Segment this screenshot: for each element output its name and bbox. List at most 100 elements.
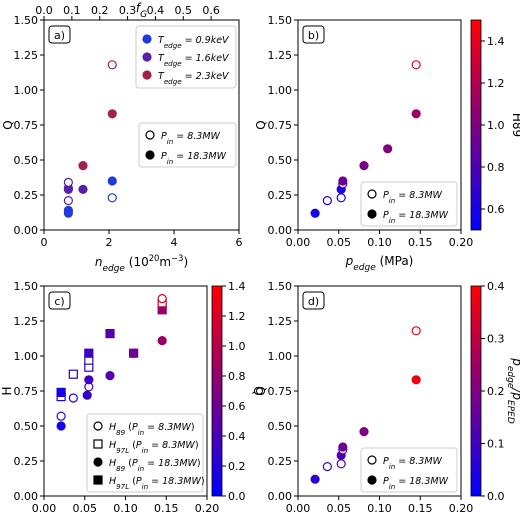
x-tick-label: 0.00	[286, 236, 311, 249]
data-point	[322, 462, 332, 472]
data-point	[338, 176, 348, 186]
colorbar-tick-label: 0.2	[228, 460, 246, 473]
y-tick-label: 0.75	[268, 119, 293, 132]
y-tick-label: 1.25	[268, 49, 293, 62]
data-point	[157, 336, 167, 346]
data-point	[68, 369, 78, 379]
colorbar-tick-label: 0.6	[228, 400, 246, 413]
y-axis-label: Q	[254, 386, 268, 395]
data-point	[359, 427, 369, 437]
y-tick-label: 1.50	[268, 14, 293, 27]
y-tick-label: 0.25	[268, 455, 293, 468]
data-point	[411, 109, 421, 119]
data-point	[56, 411, 66, 421]
data-point	[336, 193, 346, 203]
data-point	[63, 205, 73, 215]
y-tick-label: 1.50	[14, 14, 39, 27]
y-tick-label: 0.00	[268, 490, 293, 503]
panel-d: 0.00 0.05 0.10 0.15 0.20 0.00 0.25 0.50 0.75 1.00…	[254, 280, 520, 515]
colorbar-tick-label: 0.8	[487, 161, 505, 174]
data-point	[383, 144, 393, 154]
data-point	[322, 196, 332, 206]
panel-tag-box	[302, 25, 325, 44]
colorbar-tick-label: 0.1	[487, 438, 505, 451]
data-point	[82, 390, 92, 400]
y-tick-label: 0.50	[14, 154, 39, 167]
colorbar-tick-label: 0.4	[228, 430, 246, 443]
x-tick-label: 2	[106, 236, 113, 249]
colorbar-tick-label: 0.4	[487, 280, 505, 293]
y-axis-label: Q	[254, 120, 268, 129]
x-tick-label: 0.15	[408, 236, 433, 249]
colorbar	[211, 285, 223, 497]
y-tick-label: 1.50	[14, 280, 39, 293]
panel-b: 0.00 0.05 0.10 0.15 0.200.000.250.500.751.00…	[254, 14, 520, 273]
colorbar-tick-label: 1.4	[228, 280, 246, 293]
data-point	[107, 176, 117, 186]
x-tick-label: 0.05	[327, 236, 352, 249]
legend-marker	[145, 150, 155, 160]
x-tick-label: 0.20	[195, 502, 220, 515]
y-tick-label: 0.50	[268, 154, 293, 167]
x-tick-label: 6	[236, 236, 243, 249]
x-tick-label: 0.20	[449, 502, 474, 515]
top-x-tick-label: 0.0	[35, 4, 53, 17]
y-axis-label: Q	[1, 120, 15, 129]
data-point	[68, 393, 78, 403]
colorbar-tick-label: 1.2	[228, 310, 246, 323]
legend-label: H97L (Pin = 18.3MW)	[109, 476, 205, 491]
panel-tag-label: a)	[54, 29, 65, 42]
panel-tag-label: b)	[308, 29, 319, 42]
data-point	[107, 193, 117, 203]
legend-marker	[93, 421, 103, 431]
x-tick-label: 0.15	[408, 502, 433, 515]
colorbar-tick-label: 0.8	[228, 370, 246, 383]
y-tick-label: 0.25	[14, 189, 39, 202]
x-tick-label: 0.00	[32, 502, 57, 515]
y-axis-label: H	[0, 386, 14, 395]
legend-marker	[93, 457, 103, 467]
legend-marker	[367, 209, 377, 219]
x-tick-label: 0.05	[73, 502, 98, 515]
legend-label: Pin = 18.3MW	[161, 151, 227, 166]
y-tick-label: 0.25	[14, 455, 39, 468]
x-axis-label: nedge (1020m−3)	[95, 253, 188, 274]
x-tick-label: 0.05	[327, 502, 352, 515]
colorbar-tick-label: 1.2	[487, 77, 505, 90]
x-tick-label: 0.10	[367, 502, 392, 515]
colorbar-tick-label: 0.3	[487, 333, 505, 346]
legend-marker	[93, 439, 103, 449]
data-point	[56, 421, 66, 431]
top-x-tick-label: 0.2	[91, 4, 109, 17]
legend-marker	[142, 70, 152, 80]
legend-label: H89 (Pin = 8.3MW)	[109, 422, 195, 437]
colorbar-tick-label: 0.0	[228, 490, 246, 503]
y-tick-label: 1.25	[14, 315, 39, 328]
top-x-tick-label: 0.6	[202, 4, 220, 17]
x-tick-label: 0.20	[449, 236, 474, 249]
legend-label: Pin = 8.3MW	[161, 131, 221, 146]
colorbar-label: Q	[251, 386, 265, 395]
data-point	[107, 60, 117, 70]
x-tick-label: 0	[41, 236, 48, 249]
colorbar	[470, 19, 482, 231]
legend-box	[135, 25, 237, 89]
legend-marker	[367, 475, 377, 485]
data-point	[105, 371, 115, 381]
data-point	[338, 442, 348, 452]
data-point	[310, 474, 320, 484]
legend-label: Pin = 8.3MW	[383, 456, 443, 471]
data-point	[359, 161, 369, 171]
legend-label: Pin = 18.3MW	[383, 476, 449, 491]
data-point	[105, 329, 115, 339]
legend-box	[138, 122, 237, 168]
legend-marker	[93, 475, 103, 485]
y-tick-label: 0.25	[268, 189, 293, 202]
data-point	[78, 161, 88, 171]
legend-box	[360, 447, 458, 493]
legend-label: H97L (Pin = 8.3MW)	[109, 440, 199, 455]
legend-label: Pin = 18.3MW	[383, 210, 449, 225]
colorbar-tick-label: 0.0	[487, 490, 505, 503]
data-point	[411, 326, 421, 336]
